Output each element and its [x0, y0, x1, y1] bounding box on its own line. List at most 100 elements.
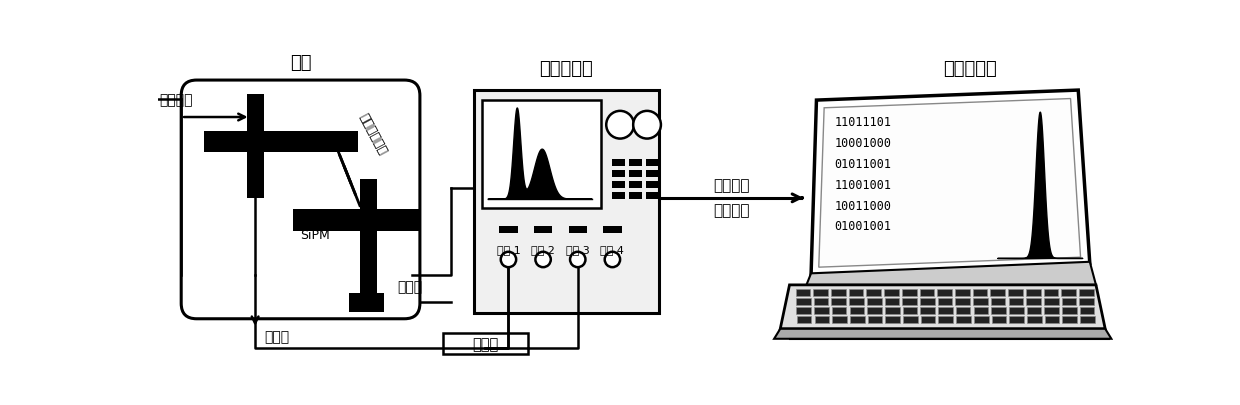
Bar [868, 317, 883, 324]
Bar [973, 298, 988, 305]
Bar [867, 307, 882, 314]
Text: 离线分析: 离线分析 [713, 203, 750, 218]
Circle shape [536, 252, 551, 268]
Bar [920, 289, 934, 296]
Bar [603, 227, 621, 233]
Bar [956, 317, 971, 324]
Bar [1045, 317, 1059, 324]
Text: 波形数据: 波形数据 [713, 177, 750, 192]
Bar [903, 298, 916, 305]
Bar [920, 307, 935, 314]
Bar [832, 317, 847, 324]
Bar [796, 307, 811, 314]
Bar [646, 171, 658, 178]
Bar [849, 298, 864, 305]
Circle shape [501, 252, 516, 268]
Polygon shape [806, 262, 1096, 285]
Bar [884, 298, 899, 305]
Bar [991, 289, 1006, 296]
Bar [205, 132, 358, 153]
Bar [832, 307, 847, 314]
Bar [1027, 298, 1040, 305]
Bar [1025, 289, 1040, 296]
Bar [350, 293, 383, 312]
Bar [1061, 289, 1076, 296]
Bar [956, 307, 971, 314]
FancyBboxPatch shape [181, 81, 420, 319]
Text: 11011101: 11011101 [835, 116, 892, 129]
Bar [293, 210, 360, 231]
Bar [797, 317, 811, 324]
Bar [500, 227, 517, 233]
Bar [534, 227, 552, 233]
Bar [973, 317, 988, 324]
Bar [796, 298, 811, 305]
Bar [921, 317, 935, 324]
Bar [1008, 298, 1023, 305]
Text: 10001000: 10001000 [835, 137, 892, 150]
Text: 吸体: 吸体 [300, 215, 315, 228]
Bar [972, 289, 987, 296]
Bar [867, 289, 882, 296]
Circle shape [570, 252, 585, 268]
Bar [939, 317, 954, 324]
Circle shape [606, 112, 634, 139]
Bar [903, 307, 918, 314]
Bar [796, 289, 810, 296]
Bar [630, 171, 641, 178]
Bar [955, 289, 970, 296]
Bar [613, 160, 625, 167]
Bar [901, 289, 916, 296]
Text: 01011001: 01011001 [835, 158, 892, 171]
Bar [1063, 317, 1078, 324]
Bar [1063, 307, 1076, 314]
Bar [973, 307, 988, 314]
Bar [568, 227, 587, 233]
Text: 快信号: 快信号 [397, 280, 422, 294]
Bar [360, 179, 377, 294]
Text: 数字示波器: 数字示波器 [539, 60, 593, 78]
Bar [481, 101, 601, 208]
Polygon shape [774, 329, 1111, 339]
Text: 延迟线: 延迟线 [472, 336, 498, 351]
Text: 通道 2: 通道 2 [531, 245, 556, 254]
Bar [939, 307, 952, 314]
Polygon shape [818, 99, 1080, 268]
Bar [849, 289, 863, 296]
Bar [247, 95, 264, 198]
Text: 11001001: 11001001 [835, 179, 892, 192]
Bar [1079, 289, 1094, 296]
Text: SiPM: SiPM [300, 228, 330, 241]
Bar [1044, 307, 1059, 314]
Bar [474, 91, 658, 313]
Circle shape [634, 112, 661, 139]
Bar [884, 289, 899, 296]
Bar [1044, 289, 1058, 296]
Text: 通道 4: 通道 4 [600, 245, 624, 254]
Bar [1080, 307, 1095, 314]
Bar [1079, 298, 1094, 305]
Text: 计算机终端: 计算机终端 [944, 60, 997, 78]
Bar [1008, 289, 1023, 296]
Bar [813, 298, 828, 305]
Text: 通道 1: 通道 1 [496, 245, 521, 254]
Bar [815, 307, 828, 314]
Polygon shape [811, 91, 1090, 275]
Bar [992, 317, 1006, 324]
Text: 通道 3: 通道 3 [565, 245, 590, 254]
Text: 10011000: 10011000 [835, 199, 892, 212]
Circle shape [605, 252, 620, 268]
Bar [646, 160, 658, 167]
Text: 01001001: 01001001 [835, 220, 892, 233]
Text: 快信号: 快信号 [264, 330, 289, 343]
Bar [956, 298, 970, 305]
Bar [1027, 307, 1042, 314]
Bar [613, 181, 625, 188]
Bar [613, 171, 625, 178]
Bar [832, 298, 846, 305]
Bar [991, 298, 1006, 305]
Text: 暗盒: 暗盒 [290, 54, 311, 72]
Text: 低压电源: 低压电源 [160, 93, 193, 107]
Bar [1009, 307, 1023, 314]
Bar [1009, 317, 1024, 324]
